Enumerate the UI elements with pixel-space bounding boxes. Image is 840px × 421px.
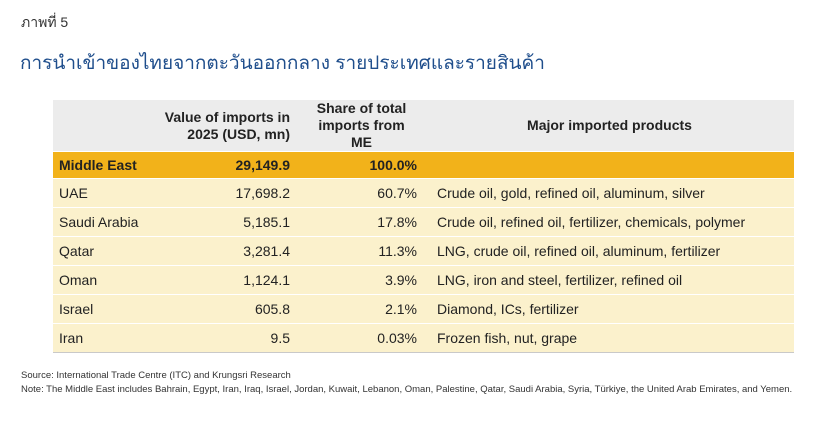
country-cell: Iran — [53, 323, 156, 353]
table-row: Iran 9.5 0.03% Frozen fish, nut, grape — [53, 323, 794, 353]
table-row: UAE 17,698.2 60.7% Crude oil, gold, refi… — [53, 178, 794, 208]
total-row: Middle East 29,149.9 100.0% — [53, 151, 794, 179]
value-cell: 3,281.4 — [156, 236, 298, 266]
share-cell: 60.7% — [298, 178, 425, 208]
country-cell: Qatar — [53, 236, 156, 266]
table-row: Oman 1,124.1 3.9% LNG, iron and steel, f… — [53, 265, 794, 295]
products-cell: LNG, iron and steel, fertilizer, refined… — [425, 265, 794, 295]
products-cell: LNG, crude oil, refined oil, aluminum, f… — [425, 236, 794, 266]
header-country — [53, 100, 156, 152]
imports-table-grid: Value of imports in 2025 (USD, mn) Share… — [53, 100, 794, 353]
table-row: Israel 605.8 2.1% Diamond, ICs, fertiliz… — [53, 294, 794, 324]
value-cell: 1,124.1 — [156, 265, 298, 295]
total-share: 100.0% — [298, 151, 425, 179]
value-cell: 605.8 — [156, 294, 298, 324]
table-body: Middle East 29,149.9 100.0% UAE 17,698.2… — [53, 151, 794, 353]
note-line: Note: The Middle East includes Bahrain, … — [21, 384, 793, 395]
country-cell: Saudi Arabia — [53, 207, 156, 237]
header-products: Major imported products — [425, 100, 794, 152]
share-cell: 0.03% — [298, 323, 425, 353]
table-header: Value of imports in 2025 (USD, mn) Share… — [53, 100, 794, 152]
table-row: Saudi Arabia 5,185.1 17.8% Crude oil, re… — [53, 207, 794, 237]
value-cell: 5,185.1 — [156, 207, 298, 237]
table-row: Qatar 3,281.4 11.3% LNG, crude oil, refi… — [53, 236, 794, 266]
total-value: 29,149.9 — [156, 151, 298, 179]
total-country: Middle East — [53, 151, 156, 179]
products-cell: Crude oil, gold, refined oil, aluminum, … — [425, 178, 794, 208]
source-notes: Source: International Trade Centre (ITC)… — [21, 369, 792, 397]
value-cell: 9.5 — [156, 323, 298, 353]
value-cell: 17,698.2 — [156, 178, 298, 208]
figure-label: ภาพที่ 5 — [21, 14, 69, 30]
header-row: Value of imports in 2025 (USD, mn) Share… — [53, 100, 794, 152]
products-cell: Crude oil, refined oil, fertilizer, chem… — [425, 207, 794, 237]
share-cell: 11.3% — [298, 236, 425, 266]
country-cell: Oman — [53, 265, 156, 295]
products-cell: Frozen fish, nut, grape — [425, 323, 794, 353]
header-value: Value of imports in 2025 (USD, mn) — [156, 100, 298, 152]
header-share: Share of total imports from ME — [298, 100, 425, 152]
products-cell: Diamond, ICs, fertilizer — [425, 294, 794, 324]
country-cell: UAE — [53, 178, 156, 208]
imports-table: Value of imports in 2025 (USD, mn) Share… — [53, 100, 794, 353]
source-line: Source: International Trade Centre (ITC)… — [21, 370, 291, 381]
figure-title: การนำเข้าของไทยจากตะวันออกกลาง รายประเทศ… — [20, 53, 545, 74]
total-products — [425, 151, 794, 179]
share-cell: 17.8% — [298, 207, 425, 237]
share-cell: 3.9% — [298, 265, 425, 295]
share-cell: 2.1% — [298, 294, 425, 324]
country-cell: Israel — [53, 294, 156, 324]
